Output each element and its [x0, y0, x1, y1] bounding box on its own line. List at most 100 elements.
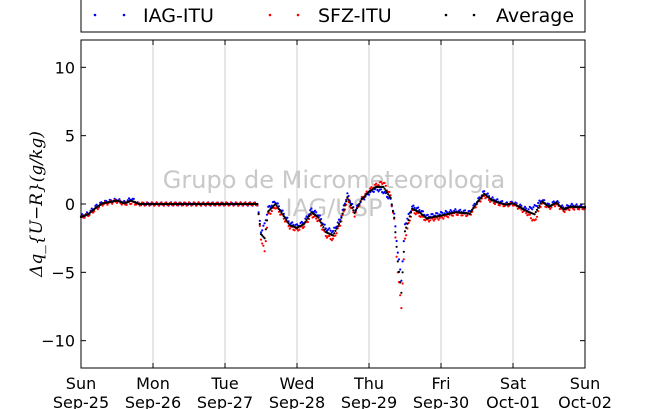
data-point — [309, 209, 312, 212]
data-point — [300, 220, 303, 223]
data-point — [349, 203, 353, 207]
data-point — [256, 202, 259, 206]
data-point — [279, 209, 282, 212]
data-point — [384, 189, 387, 192]
legend: IAG-ITU SFZ-ITU Average — [80, 0, 586, 33]
data-point — [395, 255, 398, 258]
data-point — [547, 202, 551, 206]
series-layer — [79, 180, 587, 310]
data-point — [461, 214, 464, 217]
data-point — [239, 201, 242, 204]
data-point — [577, 208, 581, 211]
data-point — [337, 222, 341, 226]
x-tick-label-date: Oct-02 — [558, 393, 612, 409]
data-point — [259, 238, 263, 241]
data-point — [355, 207, 359, 210]
data-point — [382, 185, 385, 188]
data-point — [353, 215, 356, 218]
data-point — [447, 216, 450, 219]
data-point — [535, 205, 539, 208]
x-tick-label-weekday: Sun — [66, 374, 96, 393]
data-point — [377, 184, 380, 187]
data-point — [442, 217, 445, 220]
data-point — [473, 205, 476, 208]
legend-marker — [296, 13, 300, 17]
data-point — [265, 219, 269, 222]
data-point — [377, 190, 380, 193]
data-point — [491, 196, 494, 199]
data-point — [317, 216, 320, 219]
data-point — [262, 224, 265, 227]
data-point — [285, 218, 288, 221]
legend-marker — [93, 13, 97, 17]
data-point — [459, 208, 462, 211]
data-point — [402, 250, 405, 253]
data-point — [335, 232, 338, 235]
data-point — [418, 209, 421, 212]
data-point — [396, 260, 399, 263]
data-point — [405, 226, 408, 229]
y-tick-label: 0 — [65, 195, 75, 214]
data-point — [413, 206, 416, 209]
data-point — [310, 207, 313, 210]
data-point — [401, 260, 404, 263]
data-point — [318, 214, 321, 217]
data-point — [333, 232, 336, 235]
data-point — [477, 200, 480, 203]
data-point — [305, 218, 308, 221]
data-point — [328, 227, 331, 230]
data-point — [263, 237, 266, 240]
data-point — [441, 211, 444, 214]
data-point — [471, 208, 474, 211]
data-point — [379, 188, 383, 191]
data-point — [132, 197, 135, 200]
data-point — [395, 239, 398, 243]
data-point — [354, 209, 357, 212]
data-point — [468, 212, 471, 215]
data-point — [323, 228, 326, 231]
y-tick-label: 10 — [55, 58, 75, 77]
data-point — [400, 307, 403, 310]
data-point — [339, 224, 342, 227]
data-point — [309, 213, 312, 216]
data-point — [400, 291, 403, 294]
data-point — [192, 201, 195, 204]
data-point — [329, 229, 332, 232]
data-point — [346, 196, 349, 199]
data-point — [330, 231, 333, 234]
data-point — [324, 234, 327, 238]
data-point — [283, 216, 287, 219]
legend-marker — [444, 13, 448, 17]
data-point — [304, 220, 307, 223]
data-point — [535, 208, 539, 211]
data-point — [575, 203, 578, 206]
data-point — [400, 279, 403, 282]
data-point — [197, 201, 200, 204]
data-point — [318, 219, 321, 222]
data-point — [445, 211, 449, 214]
data-point — [394, 236, 397, 239]
data-point — [383, 181, 386, 185]
data-point — [303, 222, 306, 225]
data-point — [281, 213, 284, 216]
data-point — [295, 223, 299, 226]
x-tick-label-date: Sep-27 — [197, 393, 253, 409]
data-point — [486, 192, 489, 195]
x-tick-label-date: Sep-29 — [341, 393, 397, 409]
data-point — [331, 229, 335, 233]
data-point — [402, 240, 405, 243]
data-point — [288, 227, 291, 230]
data-point — [553, 205, 557, 208]
data-point — [478, 198, 481, 201]
data-point — [456, 213, 459, 217]
data-point — [409, 211, 413, 214]
data-point — [388, 194, 391, 198]
data-point — [342, 208, 345, 211]
data-point — [340, 216, 343, 219]
data-point — [258, 219, 261, 222]
data-point — [483, 190, 486, 193]
data-point — [469, 210, 473, 213]
data-point — [259, 231, 263, 234]
legend-marker — [122, 13, 126, 17]
